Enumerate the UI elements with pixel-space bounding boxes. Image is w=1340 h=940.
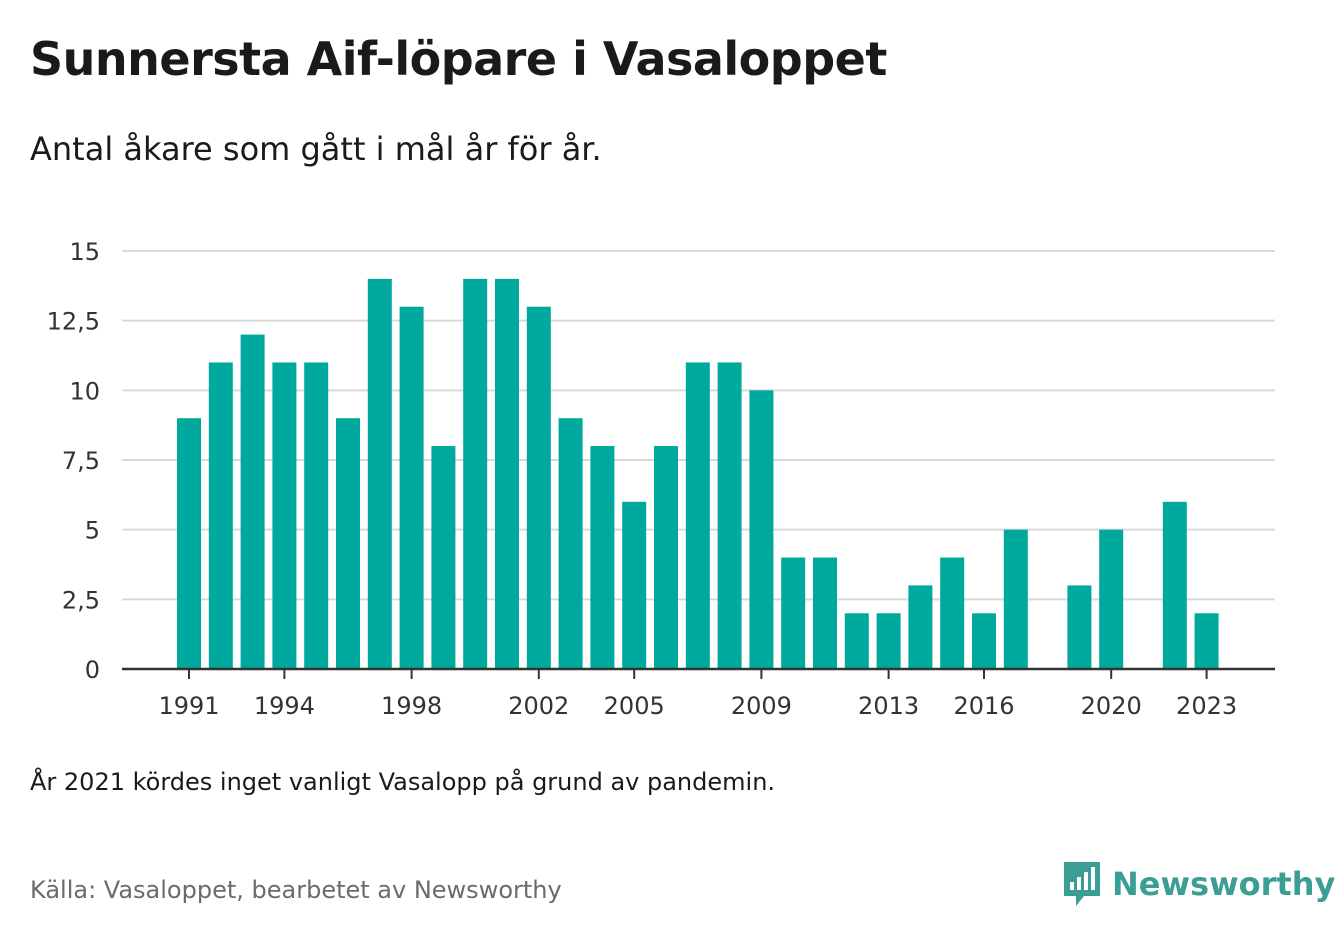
newsworthy-brand: Newsworthy <box>1062 860 1335 908</box>
chart-title: Sunnersta Aif-löpare i Vasaloppet <box>30 32 887 86</box>
bar <box>177 418 201 669</box>
x-tick-label: 2013 <box>858 692 919 720</box>
bar <box>399 306 424 669</box>
x-tick-label: 2005 <box>604 692 665 720</box>
x-tick-label: 1998 <box>381 692 442 720</box>
bar <box>749 390 774 669</box>
bar <box>685 362 710 669</box>
bar <box>272 362 297 669</box>
y-tick-label: 15 <box>69 238 100 266</box>
bar <box>208 362 233 669</box>
y-tick-label: 5 <box>85 517 100 545</box>
bar <box>495 278 519 669</box>
bar-chart: 0 2,5 5 7,5 10 12,5 15 1991 1994 1998 2002 2005 2009… <box>47 238 1275 720</box>
bar <box>590 446 615 669</box>
x-tick-label: 2016 <box>953 692 1014 720</box>
source-text: Källa: Vasaloppet, bearbetet av Newswort… <box>30 876 562 904</box>
x-tick-label: 2020 <box>1081 692 1142 720</box>
bar <box>240 334 265 669</box>
axes: 0 2,5 5 7,5 10 12,5 15 1991 1994 1998 2002 2005 2009… <box>47 238 1275 720</box>
chart-subtitle: Antal åkare som gått i mål år för år. <box>30 130 602 168</box>
y-tick-label: 7,5 <box>62 447 100 475</box>
x-tick-label: 2009 <box>731 692 792 720</box>
bar <box>558 418 583 669</box>
x-tick-label: 2023 <box>1176 692 1237 720</box>
bar <box>431 446 456 669</box>
bar <box>876 613 901 669</box>
bars <box>177 278 1219 669</box>
bar <box>813 557 837 669</box>
bar <box>908 585 933 669</box>
bar <box>1162 501 1187 669</box>
x-tick-label: 2002 <box>508 692 569 720</box>
bar <box>844 613 869 669</box>
bar <box>1003 529 1028 669</box>
newsworthy-logo-icon <box>1064 862 1100 906</box>
y-tick-label: 2,5 <box>62 586 100 614</box>
bar <box>622 501 647 669</box>
bar <box>717 362 742 669</box>
y-tick-label: 0 <box>85 656 100 684</box>
bar <box>781 557 806 669</box>
y-tick-label: 10 <box>69 377 100 405</box>
bar <box>1194 613 1219 669</box>
bar <box>336 418 360 669</box>
x-tick-label: 1994 <box>254 692 315 720</box>
bar <box>304 362 329 669</box>
chart-note: År 2021 kördes inget vanligt Vasalopp på… <box>30 768 776 796</box>
bar <box>654 446 678 669</box>
y-tick-label: 12,5 <box>47 308 100 336</box>
bar <box>940 557 965 669</box>
bar <box>972 613 996 669</box>
brand-name: Newsworthy <box>1112 865 1336 903</box>
x-tick-label: 1991 <box>158 692 219 720</box>
bar <box>526 306 551 669</box>
bar <box>463 278 488 669</box>
bar <box>367 278 392 669</box>
bar <box>1099 529 1124 669</box>
bar <box>1067 585 1092 669</box>
